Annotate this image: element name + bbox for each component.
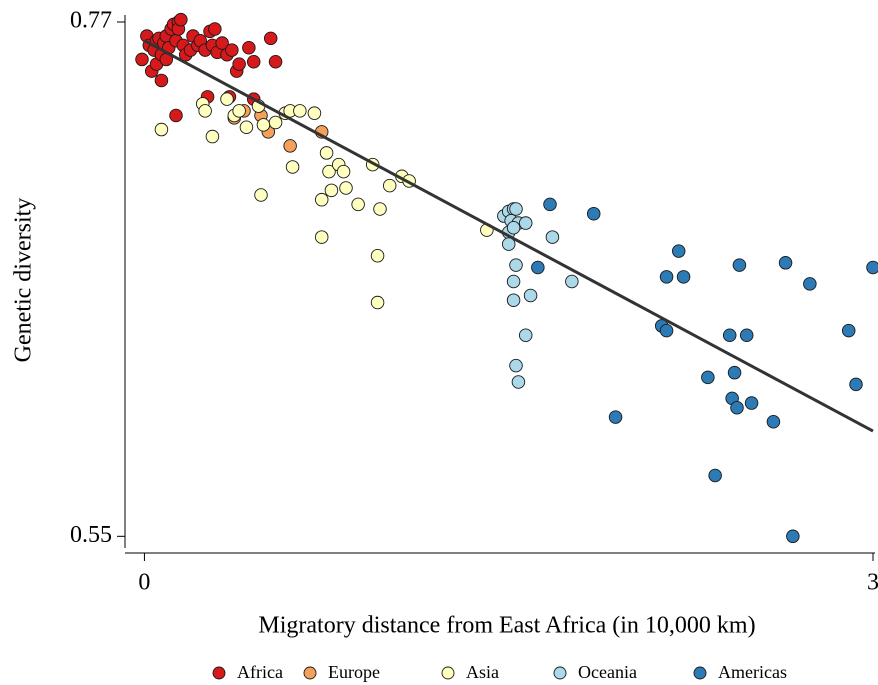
data-point <box>766 415 781 429</box>
legend-label: Africa <box>237 662 283 682</box>
legend-marker <box>212 666 226 680</box>
data-point <box>154 73 169 88</box>
data-point <box>543 197 557 212</box>
data-point <box>608 410 623 424</box>
data-point <box>256 118 271 132</box>
data-point <box>531 260 545 275</box>
data-point <box>268 115 283 130</box>
data-point <box>722 328 737 343</box>
data-point <box>671 244 686 258</box>
data-point <box>268 55 283 69</box>
data-point <box>283 139 297 153</box>
data-point <box>803 277 817 291</box>
data-point <box>786 529 800 544</box>
data-point <box>336 164 351 179</box>
data-point <box>215 36 229 50</box>
data-point <box>322 164 336 179</box>
data-point <box>866 260 878 275</box>
data-point <box>382 178 397 193</box>
data-point <box>506 220 521 235</box>
data-point <box>307 106 322 120</box>
data-point <box>220 92 234 106</box>
data-point <box>708 468 722 483</box>
legend-label: Europe <box>328 662 380 682</box>
data-point <box>135 52 149 67</box>
data-point <box>208 22 222 36</box>
data-point <box>841 323 856 338</box>
data-point <box>242 40 256 55</box>
data-point <box>225 43 239 57</box>
data-point <box>198 104 212 118</box>
data-point <box>370 295 385 310</box>
data-point <box>232 57 246 71</box>
data-point <box>314 230 329 244</box>
data-point <box>319 146 334 160</box>
data-point <box>744 396 759 410</box>
legend-label: Asia <box>466 662 499 682</box>
y-axis-label: Genetic diversity <box>11 198 37 363</box>
data-point <box>169 108 183 123</box>
data-point <box>506 293 521 307</box>
data-point <box>254 188 268 202</box>
data-point <box>509 202 523 216</box>
data-point <box>523 288 538 303</box>
data-point <box>373 202 387 216</box>
data-point <box>676 270 691 284</box>
data-point <box>205 129 220 144</box>
y-tick-label: 0.77 <box>70 8 112 34</box>
data-point <box>659 323 674 338</box>
fit-line <box>143 39 874 433</box>
legend-marker <box>303 666 317 680</box>
data-point <box>732 258 747 272</box>
data-point <box>778 256 793 270</box>
data-point <box>727 365 742 380</box>
data-point <box>586 206 601 221</box>
data-point <box>501 237 516 251</box>
data-point <box>730 400 744 415</box>
y-tick-label: 0.55 <box>70 522 112 548</box>
data-point <box>739 328 754 343</box>
x-axis-label: Migratory distance from East Africa (in … <box>258 613 755 639</box>
data-point <box>659 270 674 284</box>
x-tick-label: 0 <box>138 570 150 596</box>
data-point <box>849 377 863 392</box>
data-point <box>370 249 385 263</box>
data-point <box>509 358 523 373</box>
data-point <box>518 216 533 230</box>
data-point <box>511 375 526 389</box>
data-point <box>285 160 300 174</box>
legend-marker <box>553 666 567 680</box>
data-point <box>701 370 715 385</box>
data-point <box>351 197 365 212</box>
data-point <box>545 230 560 244</box>
x-tick-label: 3 <box>867 570 878 596</box>
legend-label: Americas <box>718 662 787 682</box>
data-point <box>565 274 579 289</box>
data-point <box>293 104 307 118</box>
data-point <box>509 258 523 272</box>
legend-marker <box>441 666 455 680</box>
data-point <box>518 328 533 343</box>
legend-marker <box>693 666 707 680</box>
data-point <box>263 31 278 46</box>
data-point <box>506 274 521 289</box>
data-point <box>339 181 353 195</box>
data-point <box>174 12 188 27</box>
data-point <box>314 192 329 207</box>
data-point <box>239 120 254 134</box>
data-point <box>232 104 246 118</box>
data-point <box>154 122 169 137</box>
data-point <box>246 55 261 69</box>
data-point <box>324 183 339 198</box>
legend-label: Oceania <box>578 662 637 682</box>
